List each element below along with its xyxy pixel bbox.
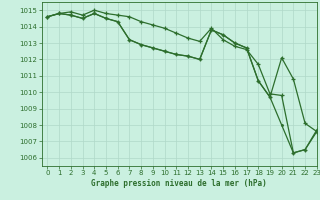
X-axis label: Graphe pression niveau de la mer (hPa): Graphe pression niveau de la mer (hPa) <box>91 179 267 188</box>
